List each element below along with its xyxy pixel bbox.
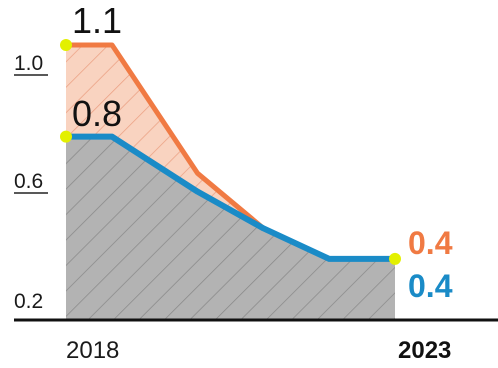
areas-layer: [66, 45, 395, 320]
blue-end-label: 0.4: [408, 268, 453, 304]
y-tick-group: 1.0 0.6 0.2: [14, 52, 48, 313]
blue-start-label: 0.8: [72, 93, 122, 134]
y-tick-label-0-6: 0.6: [14, 170, 43, 193]
y-tick-label-1-0: 1.0: [14, 52, 43, 75]
orange-end-label: 0.4: [408, 225, 453, 261]
orange-start-marker: [60, 39, 72, 51]
blue-start-marker: [60, 130, 72, 143]
y-tick-label-0-2: 0.2: [14, 290, 43, 313]
x-tick-label-2023: 2023: [398, 337, 451, 364]
orange-start-label: 1.1: [72, 0, 122, 41]
x-tick-label-2018: 2018: [66, 337, 119, 364]
lines-layer: [63, 42, 398, 262]
end-marker: [389, 252, 401, 265]
blue-area-hatch: [66, 136, 395, 320]
markers-layer: [60, 39, 401, 265]
blue-series-line: [63, 133, 398, 262]
